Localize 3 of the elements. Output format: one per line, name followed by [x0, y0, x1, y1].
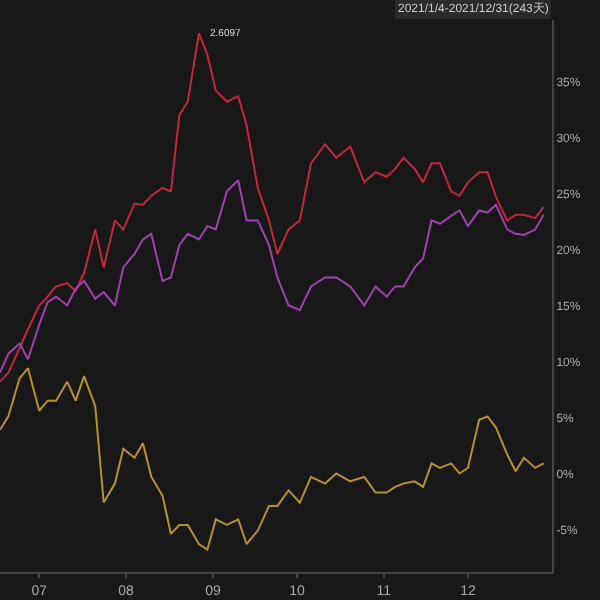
- line-series: [0, 179, 545, 374]
- line-series: [0, 367, 545, 551]
- line-series: [0, 32, 545, 383]
